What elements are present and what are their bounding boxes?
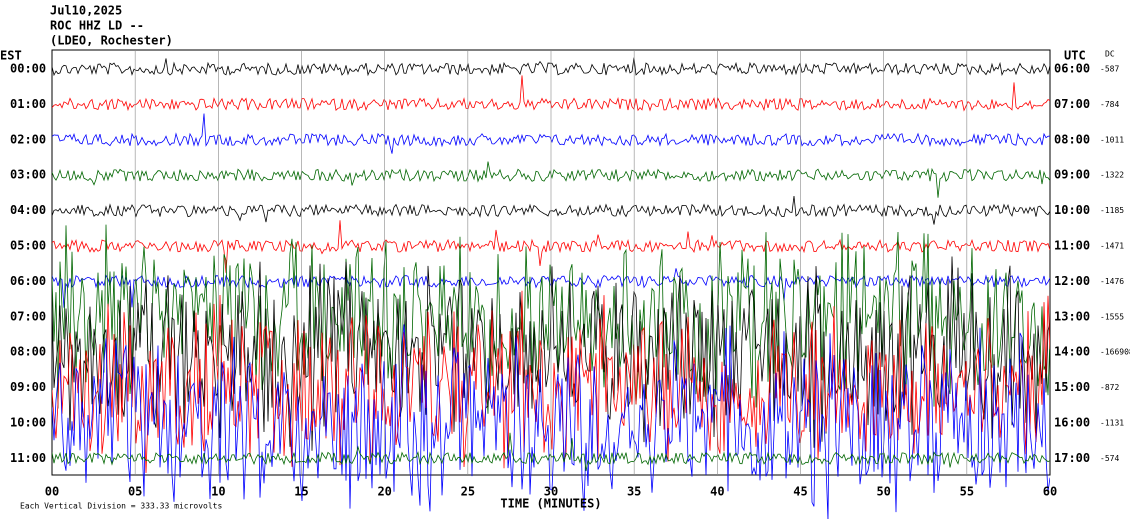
x-tick-label: 15: [294, 485, 308, 499]
dc-title: DC: [1105, 50, 1115, 59]
right-axis-title: UTC: [1064, 49, 1086, 63]
dc-value: -1185: [1100, 206, 1124, 215]
utc-label: 09:00: [1054, 168, 1090, 182]
utc-label: 13:00: [1054, 309, 1090, 323]
est-label: 01:00: [10, 97, 46, 111]
est-label: 11:00: [10, 451, 46, 465]
est-label: 10:00: [10, 416, 46, 430]
dc-value: -574: [1100, 454, 1119, 463]
dc-value: -1131: [1100, 419, 1124, 428]
x-tick-label: 35: [627, 485, 641, 499]
header-line: Jul10,2025: [50, 4, 122, 18]
left-axis-title: EST: [0, 49, 22, 63]
est-label: 02:00: [10, 132, 46, 146]
x-tick-label: 00: [45, 485, 59, 499]
x-tick-label: 20: [377, 485, 391, 499]
utc-label: 10:00: [1054, 203, 1090, 217]
dc-value: -587: [1100, 65, 1119, 74]
dc-value: -1011: [1100, 135, 1124, 144]
x-tick-label: 45: [793, 485, 807, 499]
x-tick-label: 55: [960, 485, 974, 499]
est-label: 03:00: [10, 168, 46, 182]
x-tick-label: 05: [128, 485, 142, 499]
x-axis-title: TIME (MINUTES): [500, 497, 601, 511]
utc-label: 12:00: [1054, 274, 1090, 288]
utc-label: 08:00: [1054, 132, 1090, 146]
dc-value: -1555: [1100, 312, 1124, 321]
utc-label: 15:00: [1054, 380, 1090, 394]
dc-value: -1476: [1100, 277, 1124, 286]
dc-value: -784: [1100, 100, 1119, 109]
utc-label: 11:00: [1054, 239, 1090, 253]
est-label: 04:00: [10, 203, 46, 217]
dc-value: -1471: [1100, 242, 1124, 251]
dc-value: -872: [1100, 383, 1119, 392]
est-label: 09:00: [10, 380, 46, 394]
footer-note: Each Vertical Division = 333.33 microvol…: [20, 502, 222, 511]
est-label: 05:00: [10, 239, 46, 253]
dc-value: -1322: [1100, 171, 1124, 180]
est-label: 06:00: [10, 274, 46, 288]
x-tick-label: 40: [710, 485, 724, 499]
est-label: 08:00: [10, 345, 46, 359]
x-tick-label: 50: [876, 485, 890, 499]
utc-label: 16:00: [1054, 416, 1090, 430]
x-tick-label: 60: [1043, 485, 1057, 499]
x-tick-label: 30: [544, 485, 558, 499]
x-tick-label: 10: [211, 485, 225, 499]
utc-label: 07:00: [1054, 97, 1090, 111]
est-label: 00:00: [10, 62, 46, 76]
dc-value: -1669083: [1100, 348, 1130, 357]
header-line: (LDEO, Rochester): [50, 34, 173, 48]
header-line: ROC HHZ LD --: [50, 19, 144, 33]
est-label: 07:00: [10, 309, 46, 323]
utc-label: 17:00: [1054, 451, 1090, 465]
utc-label: 14:00: [1054, 345, 1090, 359]
utc-label: 06:00: [1054, 62, 1090, 76]
x-tick-label: 25: [461, 485, 475, 499]
